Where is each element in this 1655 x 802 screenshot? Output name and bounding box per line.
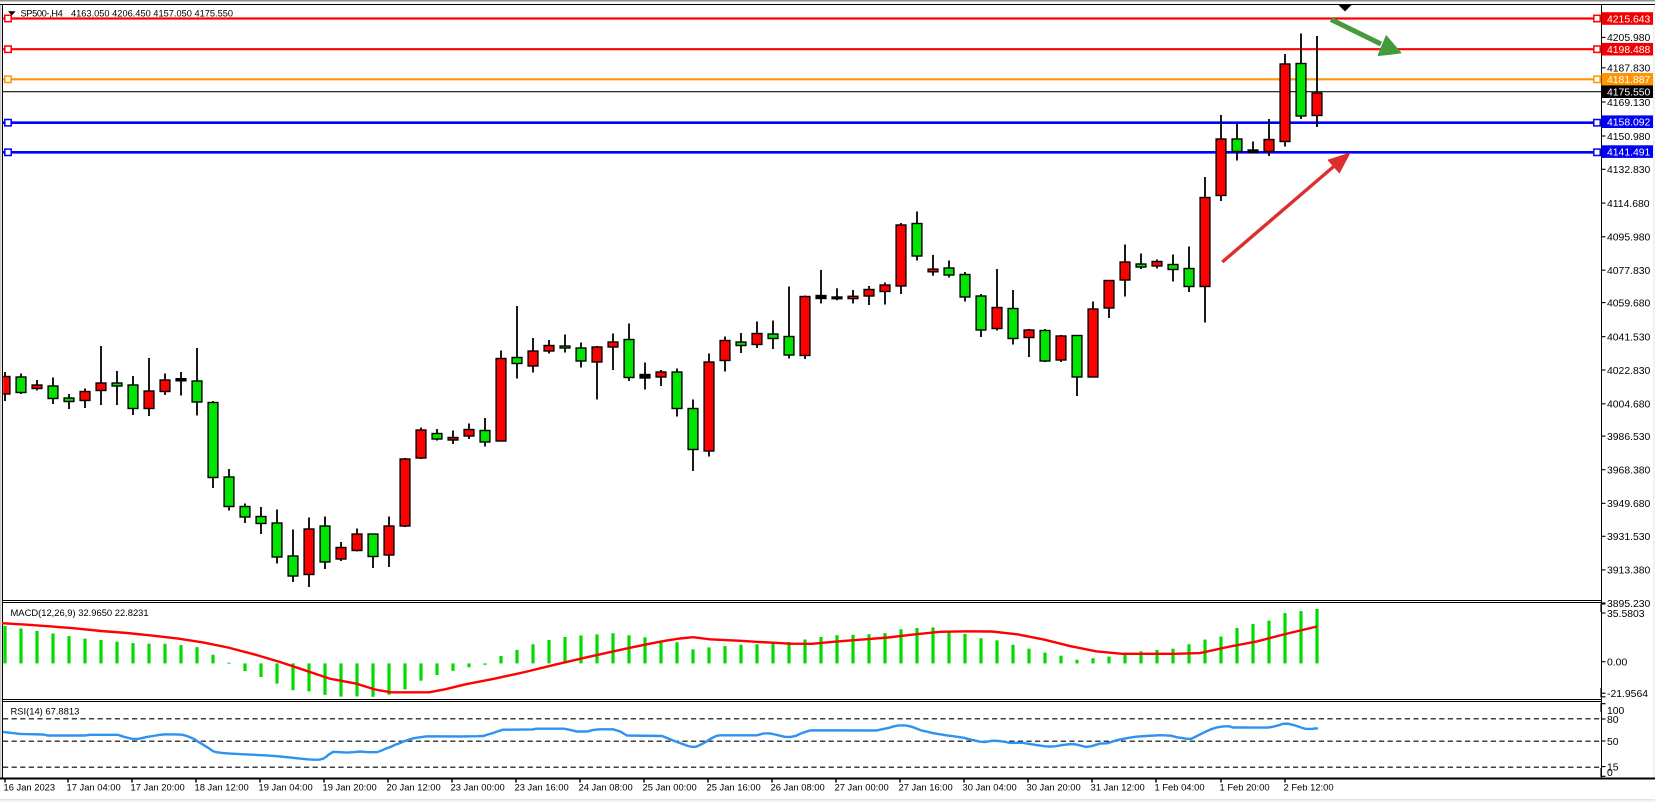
svg-text:0: 0 (1607, 768, 1613, 779)
svg-text:2 Feb 12:00: 2 Feb 12:00 (1284, 782, 1334, 793)
svg-text:18 Jan 12:00: 18 Jan 12:00 (195, 782, 249, 793)
svg-text:26 Jan 08:00: 26 Jan 08:00 (771, 782, 825, 793)
svg-text:4158.092: 4158.092 (1607, 118, 1651, 129)
svg-text:50: 50 (1607, 737, 1619, 748)
svg-text:24 Jan 08:00: 24 Jan 08:00 (579, 782, 633, 793)
svg-text:RSI(14) 67.8813: RSI(14) 67.8813 (11, 706, 80, 717)
svg-text:4132.830: 4132.830 (1607, 165, 1651, 176)
svg-text:100: 100 (1607, 706, 1625, 717)
svg-text:3968.380: 3968.380 (1607, 466, 1651, 477)
svg-text:-21.9564: -21.9564 (1607, 689, 1648, 700)
svg-text:23 Jan 16:00: 23 Jan 16:00 (515, 782, 569, 793)
svg-text:15: 15 (1607, 762, 1619, 773)
svg-text:30 Jan 20:00: 30 Jan 20:00 (1027, 782, 1081, 793)
svg-text:1 Feb 04:00: 1 Feb 04:00 (1155, 782, 1205, 793)
svg-text:4141.491: 4141.491 (1607, 147, 1651, 158)
svg-text:4205.980: 4205.980 (1607, 33, 1651, 44)
svg-text:25 Jan 16:00: 25 Jan 16:00 (707, 782, 761, 793)
svg-text:30 Jan 04:00: 30 Jan 04:00 (963, 782, 1017, 793)
svg-text:3949.680: 3949.680 (1607, 499, 1651, 510)
svg-text:17 Jan 20:00: 17 Jan 20:00 (131, 782, 185, 793)
svg-text:4022.830: 4022.830 (1607, 366, 1651, 377)
svg-text:35.5803: 35.5803 (1607, 609, 1645, 620)
svg-text:4169.130: 4169.130 (1607, 98, 1651, 109)
svg-text:27 Jan 16:00: 27 Jan 16:00 (899, 782, 953, 793)
svg-text:MACD(12,26,9) 32.9650 22.8231: MACD(12,26,9) 32.9650 22.8231 (11, 607, 149, 618)
svg-text:4114.680: 4114.680 (1607, 199, 1650, 210)
svg-text:31 Jan 12:00: 31 Jan 12:00 (1091, 782, 1145, 793)
svg-text:20 Jan 12:00: 20 Jan 12:00 (387, 782, 441, 793)
svg-text:19 Jan 20:00: 19 Jan 20:00 (323, 782, 377, 793)
svg-text:16 Jan 2023: 16 Jan 2023 (4, 782, 56, 793)
svg-text:1 Feb 20:00: 1 Feb 20:00 (1220, 782, 1270, 793)
svg-text:4077.830: 4077.830 (1607, 266, 1651, 277)
svg-text:19 Jan 04:00: 19 Jan 04:00 (259, 782, 313, 793)
svg-text:3913.380: 3913.380 (1607, 566, 1651, 577)
svg-text:4175.550: 4175.550 (1607, 88, 1651, 99)
svg-text:3895.230: 3895.230 (1607, 599, 1651, 610)
svg-text:17 Jan 04:00: 17 Jan 04:00 (67, 782, 121, 793)
svg-text:4163.050 4206.450 4157.050 417: 4163.050 4206.450 4157.050 4175.550 (71, 8, 233, 18)
svg-text:80: 80 (1607, 715, 1619, 726)
svg-text:0.00: 0.00 (1607, 658, 1627, 669)
svg-text:3986.530: 3986.530 (1607, 432, 1651, 443)
svg-text:SP500-,H4: SP500-,H4 (21, 8, 63, 18)
svg-text:4059.680: 4059.680 (1607, 298, 1651, 309)
svg-text:25 Jan 00:00: 25 Jan 00:00 (643, 782, 697, 793)
svg-text:4187.830: 4187.830 (1607, 64, 1651, 75)
svg-text:4215.643: 4215.643 (1607, 14, 1651, 25)
svg-text:4181.887: 4181.887 (1607, 75, 1651, 86)
svg-text:27 Jan 00:00: 27 Jan 00:00 (835, 782, 889, 793)
svg-text:4004.680: 4004.680 (1607, 400, 1651, 411)
svg-text:3931.530: 3931.530 (1607, 532, 1651, 543)
svg-text:4041.530: 4041.530 (1607, 333, 1651, 344)
svg-text:4095.980: 4095.980 (1607, 233, 1651, 244)
svg-text:4150.980: 4150.980 (1607, 132, 1651, 143)
svg-text:4198.488: 4198.488 (1607, 45, 1651, 56)
svg-text:23 Jan 00:00: 23 Jan 00:00 (451, 782, 505, 793)
